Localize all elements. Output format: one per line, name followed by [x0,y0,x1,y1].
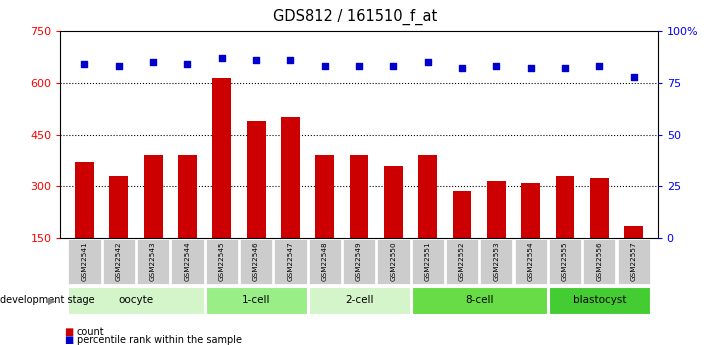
Text: 2-cell: 2-cell [345,296,373,305]
FancyBboxPatch shape [446,238,479,284]
Bar [453,191,471,238]
Point [594,63,605,69]
FancyBboxPatch shape [274,238,306,284]
Text: GSM22543: GSM22543 [150,241,156,281]
Text: percentile rank within the sample: percentile rank within the sample [77,335,242,345]
Text: GSM22553: GSM22553 [493,241,499,281]
Bar [213,78,231,238]
Text: GSM22546: GSM22546 [253,241,259,281]
Text: GDS812 / 161510_f_at: GDS812 / 161510_f_at [273,9,438,25]
Bar [350,155,368,238]
FancyBboxPatch shape [515,238,547,284]
Text: 8-cell: 8-cell [465,296,493,305]
Bar [590,178,609,238]
Bar [144,155,163,238]
FancyBboxPatch shape [205,287,306,314]
FancyBboxPatch shape [412,287,547,314]
Bar [109,176,128,238]
FancyBboxPatch shape [102,238,135,284]
Point [456,66,468,71]
FancyBboxPatch shape [618,238,650,284]
Bar [624,226,643,238]
Point [79,61,90,67]
Point [387,63,399,69]
Bar [315,155,334,238]
FancyBboxPatch shape [549,287,650,314]
Point [147,59,159,65]
Point [319,63,331,69]
FancyBboxPatch shape [549,238,581,284]
Point [113,63,124,69]
FancyBboxPatch shape [378,238,410,284]
Point [284,57,296,63]
Text: count: count [77,327,105,337]
Bar [247,121,265,238]
FancyBboxPatch shape [480,238,513,284]
Bar [521,183,540,238]
Bar [487,181,506,238]
Text: 1-cell: 1-cell [242,296,270,305]
Point [250,57,262,63]
Bar [555,176,574,238]
FancyBboxPatch shape [171,238,203,284]
Text: GSM22556: GSM22556 [597,241,602,281]
Point [560,66,571,71]
Bar [75,162,94,238]
Text: development stage: development stage [0,296,95,305]
Text: ■: ■ [64,335,73,345]
Text: GSM22557: GSM22557 [631,241,636,281]
Text: GSM22549: GSM22549 [356,241,362,281]
Bar [178,155,197,238]
Bar [281,117,300,238]
Point [628,74,639,79]
FancyBboxPatch shape [412,238,444,284]
FancyBboxPatch shape [137,238,169,284]
Text: GSM22541: GSM22541 [82,241,87,281]
Text: GSM22542: GSM22542 [116,241,122,281]
Text: GSM22555: GSM22555 [562,241,568,281]
Text: GSM22548: GSM22548 [322,241,328,281]
Point [182,61,193,67]
Point [422,59,434,65]
Bar [384,166,403,238]
Text: ■: ■ [64,327,73,337]
FancyBboxPatch shape [68,287,203,314]
Text: blastocyst: blastocyst [572,296,626,305]
FancyBboxPatch shape [309,287,410,314]
Point [525,66,536,71]
Text: GSM22554: GSM22554 [528,241,534,281]
Point [353,63,365,69]
Text: GSM22545: GSM22545 [219,241,225,281]
FancyBboxPatch shape [343,238,375,284]
Text: GSM22551: GSM22551 [424,241,431,281]
Bar [418,155,437,238]
FancyBboxPatch shape [205,238,238,284]
FancyBboxPatch shape [583,238,616,284]
Point [491,63,502,69]
Text: oocyte: oocyte [119,296,154,305]
Text: ▶: ▶ [48,296,55,305]
Text: GSM22544: GSM22544 [184,241,191,281]
Text: GSM22547: GSM22547 [287,241,294,281]
Text: GSM22550: GSM22550 [390,241,396,281]
FancyBboxPatch shape [309,238,341,284]
FancyBboxPatch shape [68,238,100,284]
Point [216,55,228,61]
FancyBboxPatch shape [240,238,272,284]
Text: GSM22552: GSM22552 [459,241,465,281]
